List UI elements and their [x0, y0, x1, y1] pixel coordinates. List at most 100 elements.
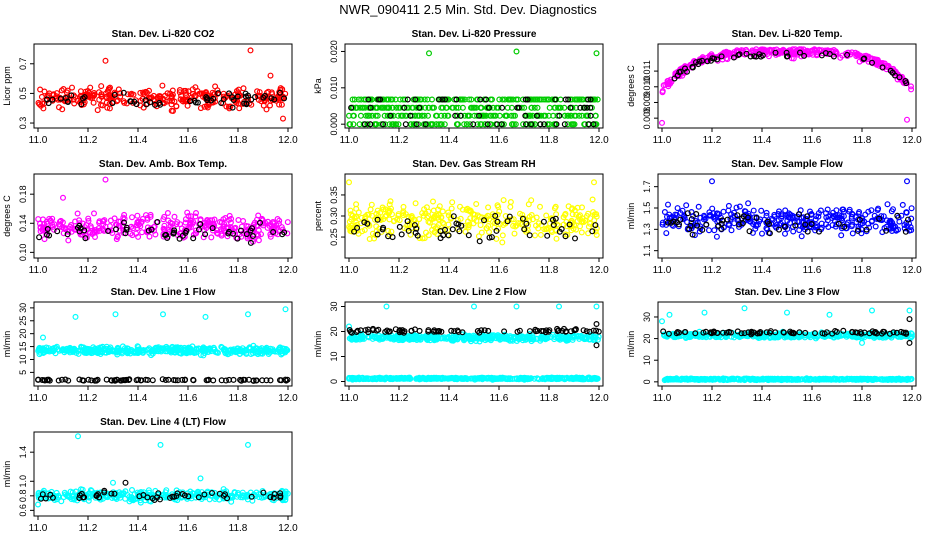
data-point: [686, 226, 693, 233]
data-point: [453, 104, 460, 111]
data-point: [514, 328, 521, 335]
data-point: [453, 121, 460, 128]
data-point: [95, 225, 102, 232]
data-point: [830, 53, 837, 60]
data-point: [681, 329, 688, 336]
x-tick-label: 11.2: [390, 135, 409, 146]
x-tick-label: 11.6: [803, 135, 822, 146]
data-point: [220, 93, 227, 100]
data-point: [790, 376, 797, 383]
data-point: [589, 228, 596, 235]
chart-title: Stan. Dev. Line 2 Flow: [422, 287, 527, 298]
x-tick-label: 11.0: [653, 393, 672, 404]
data-point: [574, 375, 581, 382]
data-point: [406, 333, 413, 340]
data-point: [102, 176, 109, 183]
data-point: [354, 221, 361, 228]
data-point: [185, 88, 192, 95]
data-point: [126, 347, 133, 354]
data-point: [94, 376, 101, 383]
data-point: [220, 96, 227, 103]
data-point: [74, 224, 81, 231]
data-point: [184, 209, 191, 216]
data-point: [439, 96, 446, 103]
data-point: [496, 333, 503, 340]
data-point: [476, 238, 483, 245]
data-point: [710, 214, 717, 221]
points-layer: [34, 433, 291, 508]
data-point: [560, 214, 567, 221]
data-point: [839, 206, 846, 213]
data-point: [120, 98, 127, 105]
data-point: [458, 222, 465, 229]
data-point: [260, 94, 267, 101]
x-tick-label: 11.0: [340, 265, 359, 276]
chart-title: Stan. Dev. Amb. Box Temp.: [99, 159, 227, 170]
data-point: [271, 96, 278, 103]
chart-panel: Stan. Dev. Amb. Box Temp.degrees C11.0 11…: [2, 159, 298, 276]
data-point: [524, 96, 531, 103]
x-tick-label: 11.8: [853, 135, 872, 146]
data-point: [528, 212, 535, 219]
data-point: [346, 218, 353, 225]
points-layer: [346, 48, 601, 128]
data-point: [413, 333, 420, 340]
data-point: [706, 212, 713, 219]
y-axis-label: kPa: [313, 78, 323, 94]
data-point: [411, 222, 418, 229]
data-point: [54, 96, 61, 103]
data-point: [105, 228, 112, 235]
data-point: [830, 213, 837, 220]
data-point: [280, 115, 287, 122]
data-point: [883, 376, 890, 383]
data-point: [691, 222, 698, 229]
data-point: [512, 223, 519, 230]
data-point: [817, 207, 824, 214]
data-point: [542, 226, 549, 233]
data-point: [160, 345, 167, 352]
points-layer: [658, 46, 915, 126]
data-point: [243, 231, 250, 238]
data-point: [564, 112, 571, 119]
data-point: [413, 375, 420, 382]
data-point: [564, 121, 571, 128]
data-point: [488, 234, 495, 241]
data-point: [718, 225, 725, 232]
data-point: [346, 121, 353, 128]
data-point: [365, 96, 372, 103]
data-point: [482, 112, 489, 119]
data-point: [374, 231, 381, 238]
data-point: [536, 203, 543, 210]
y-tick-label: 0.011: [642, 60, 652, 82]
data-point: [443, 104, 450, 111]
data-point: [85, 376, 92, 383]
data-point: [436, 203, 443, 210]
chart-title: Stan. Dev. Sample Flow: [731, 159, 843, 170]
data-point: [507, 203, 514, 210]
data-point: [781, 230, 788, 237]
data-point: [155, 348, 162, 355]
data-point: [581, 104, 588, 111]
data-point: [354, 327, 361, 334]
y-tick-label: 10: [642, 355, 652, 365]
data-point: [553, 235, 560, 242]
x-tick-label: 11.6: [179, 135, 198, 146]
data-point: [495, 104, 502, 111]
x-tick-label: 11.6: [179, 265, 198, 276]
data-point: [489, 213, 496, 220]
data-point: [886, 218, 893, 225]
x-tick-label: 11.8: [540, 393, 559, 404]
data-point: [147, 211, 154, 218]
data-point: [189, 343, 196, 350]
data-point: [771, 213, 778, 220]
data-point: [37, 86, 44, 93]
x-tick-label: 11.8: [229, 265, 248, 276]
data-point: [854, 227, 861, 234]
data-point: [46, 347, 53, 354]
data-point: [209, 225, 216, 232]
data-point: [589, 196, 596, 203]
data-point: [826, 311, 833, 318]
y-tick-label: 0.30: [329, 207, 339, 225]
data-point: [904, 216, 911, 223]
data-point: [903, 209, 910, 216]
